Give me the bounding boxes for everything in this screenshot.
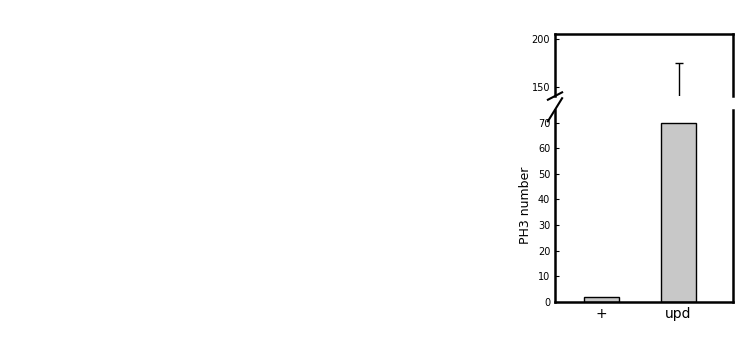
Y-axis label: PH3 number: PH3 number (519, 167, 532, 245)
Bar (584, 297, 619, 302)
Bar (661, 122, 696, 302)
Bar (661, 101, 696, 229)
